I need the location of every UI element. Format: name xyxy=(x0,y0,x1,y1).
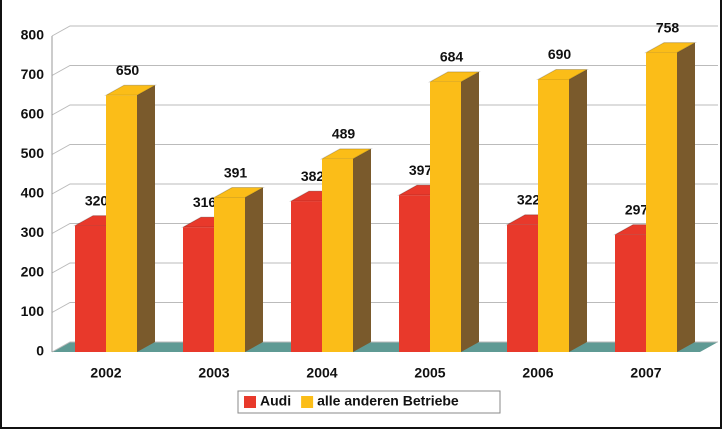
grid-line xyxy=(51,25,718,37)
grid-line xyxy=(51,262,718,274)
bar-front xyxy=(214,197,245,352)
bar-side xyxy=(677,42,695,353)
value-label: 297 xyxy=(625,201,649,217)
value-label: 684 xyxy=(440,49,464,65)
legend-label: Audi xyxy=(260,393,291,409)
bar-side xyxy=(461,71,479,352)
bar-front xyxy=(183,227,214,352)
bar xyxy=(212,187,265,352)
bar-side xyxy=(353,148,371,352)
legend-label: alle anderen Betriebe xyxy=(317,393,459,409)
bar-side xyxy=(569,69,587,352)
bar xyxy=(644,42,697,353)
y-tick-label: 500 xyxy=(21,145,45,161)
bar-front xyxy=(615,234,646,352)
grid-line xyxy=(51,104,718,116)
bar xyxy=(104,84,157,352)
x-tick-label: 2002 xyxy=(90,365,121,381)
bar-front xyxy=(106,95,137,352)
grid-line xyxy=(51,65,718,76)
grid-line xyxy=(51,223,718,234)
bar-front xyxy=(75,225,106,352)
bar xyxy=(536,68,589,352)
y-tick-label: 200 xyxy=(21,264,45,280)
y-tick-label: 600 xyxy=(21,106,45,122)
bar xyxy=(428,71,481,352)
bar-side xyxy=(137,85,155,352)
y-tick-label: 400 xyxy=(21,185,45,201)
legend-swatch xyxy=(301,396,314,408)
grid-line xyxy=(51,144,718,155)
value-label: 316 xyxy=(193,194,217,210)
x-tick-label: 2003 xyxy=(198,365,229,381)
value-label: 322 xyxy=(517,192,541,208)
y-tick-label: 100 xyxy=(21,303,45,319)
x-tick-label: 2005 xyxy=(414,365,445,381)
bar-side xyxy=(245,187,263,352)
value-label: 391 xyxy=(224,164,248,180)
grid-line xyxy=(51,302,718,313)
grid-line xyxy=(51,183,718,195)
bar-front xyxy=(646,52,677,353)
x-tick-label: 2007 xyxy=(630,365,661,381)
y-tick-label: 0 xyxy=(36,343,44,359)
y-tick-label: 300 xyxy=(21,224,45,240)
bar-front xyxy=(430,81,461,352)
value-label: 650 xyxy=(116,62,140,78)
value-label: 397 xyxy=(409,162,433,178)
y-tick-label: 700 xyxy=(21,66,45,82)
legend-swatch xyxy=(244,396,256,408)
value-label: 320 xyxy=(85,192,109,208)
bar-front xyxy=(322,158,353,352)
value-label: 758 xyxy=(656,19,680,35)
y-tick-label: 800 xyxy=(21,27,45,43)
bar-front xyxy=(507,224,538,352)
bar-front xyxy=(399,195,430,352)
x-tick-label: 2006 xyxy=(522,365,553,381)
value-label: 382 xyxy=(301,168,325,184)
bar xyxy=(320,148,373,352)
value-label: 690 xyxy=(548,46,572,62)
x-tick-label: 2004 xyxy=(306,365,337,381)
grid-line xyxy=(51,341,718,353)
value-label: 489 xyxy=(332,126,356,142)
bar-front xyxy=(538,79,569,352)
bar-front xyxy=(291,201,322,352)
